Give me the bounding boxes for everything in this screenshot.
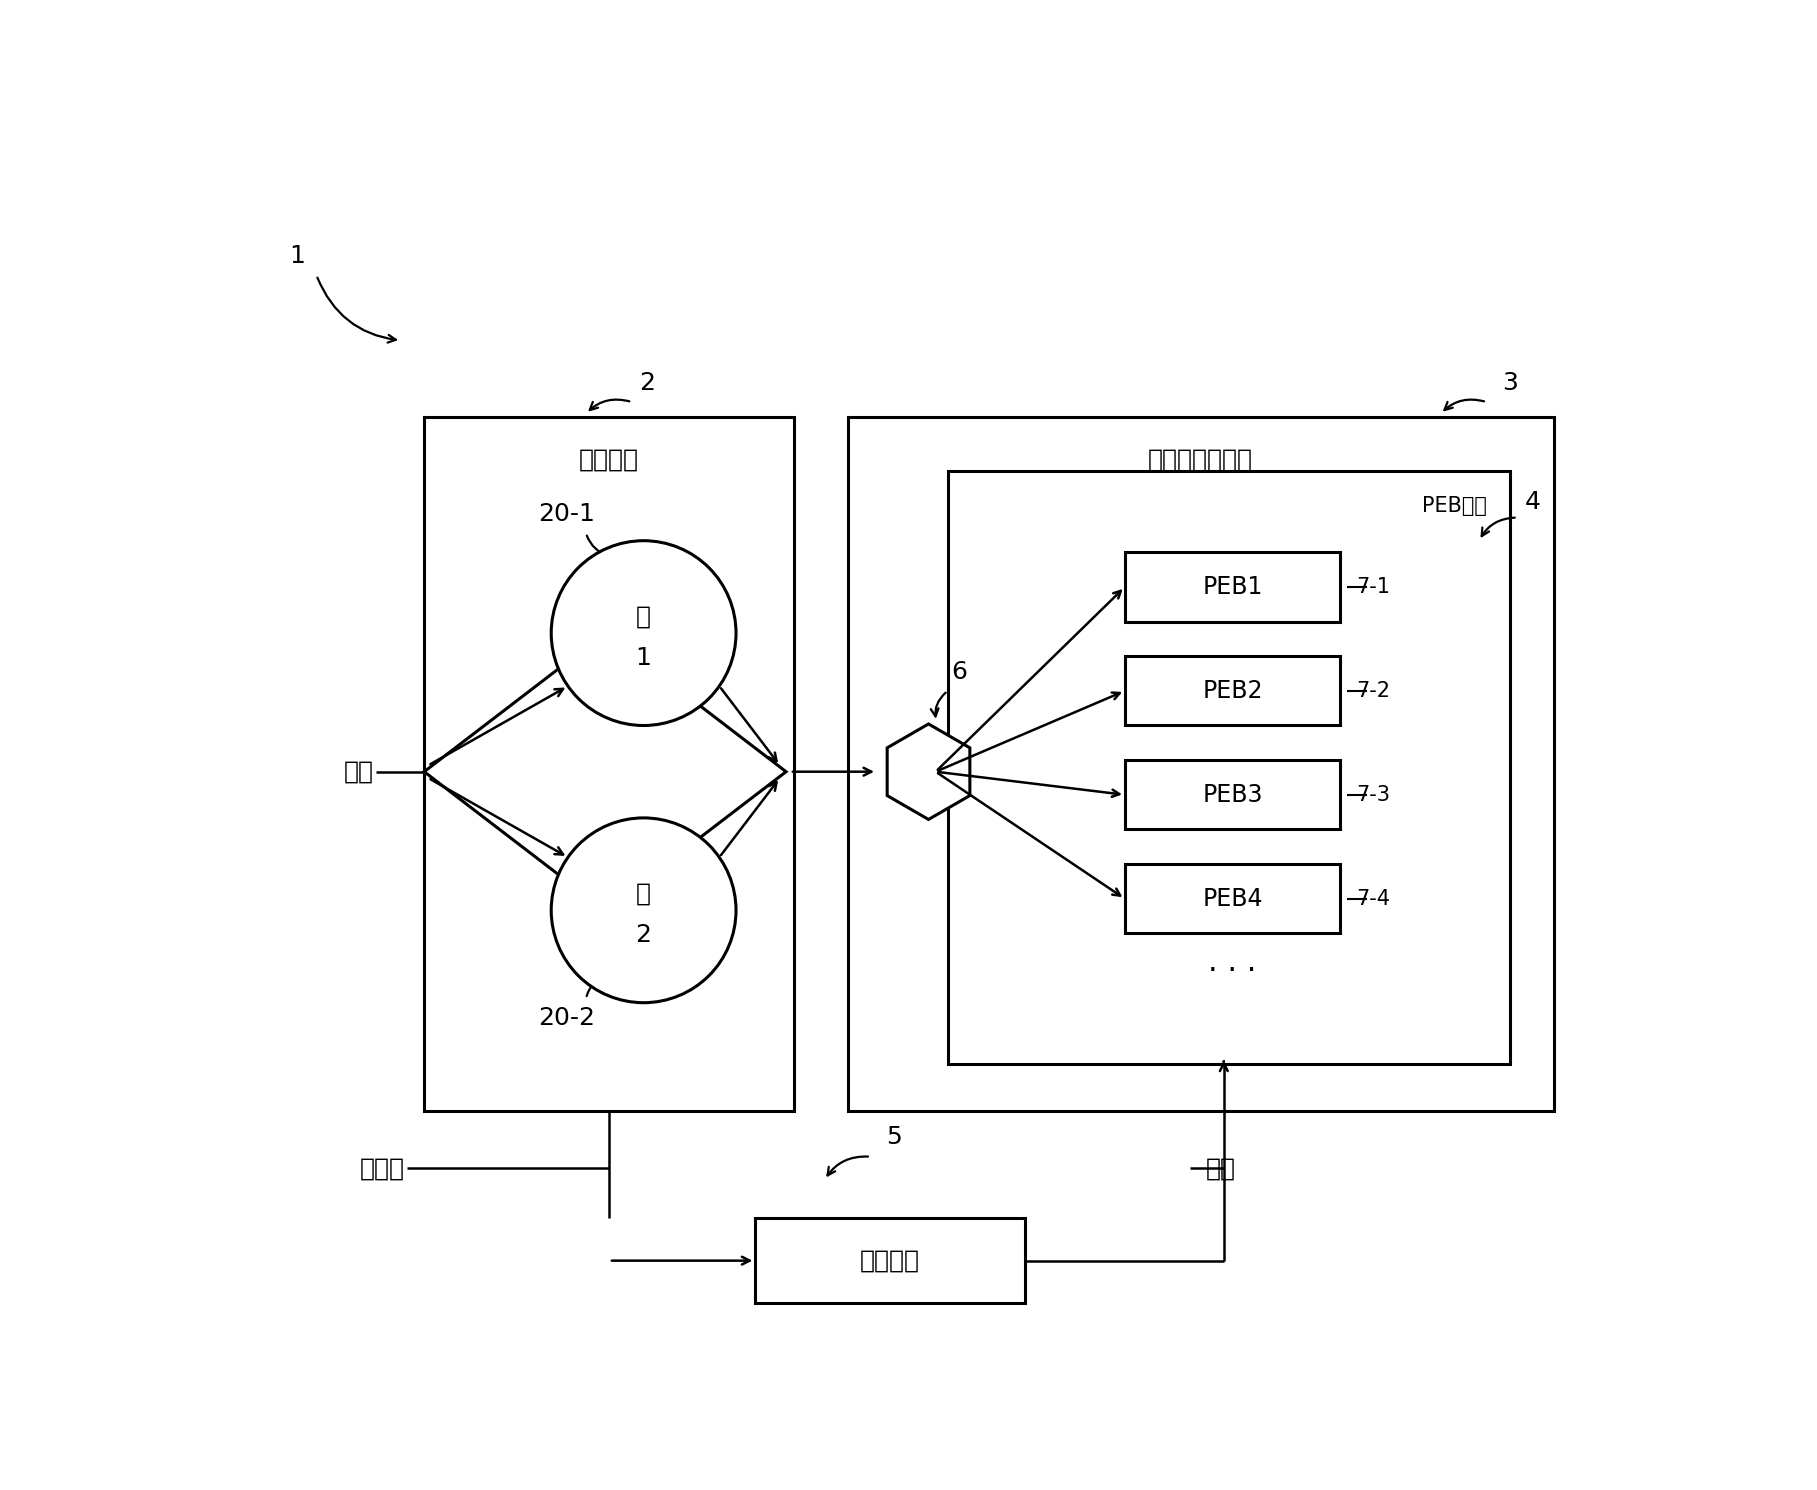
Text: 2: 2 (640, 371, 656, 395)
Text: 7-4: 7-4 (1355, 888, 1390, 909)
Text: 控制单元: 控制单元 (859, 1249, 919, 1272)
Text: PEB3: PEB3 (1203, 782, 1263, 806)
Bar (849, 417, 1554, 1110)
Text: 6: 6 (952, 660, 967, 684)
Text: 曝光单元: 曝光单元 (580, 448, 640, 472)
Ellipse shape (551, 541, 736, 726)
Text: 台: 台 (636, 603, 650, 629)
Text: PEB装置: PEB装置 (1423, 496, 1486, 516)
Text: · · ·: · · · (1208, 958, 1257, 986)
Text: 晶片: 晶片 (343, 760, 374, 784)
Text: 1: 1 (636, 645, 652, 669)
Text: 7-2: 7-2 (1355, 681, 1390, 700)
Text: 台: 台 (636, 882, 650, 906)
Bar (423, 417, 794, 1110)
Text: 20-1: 20-1 (538, 502, 594, 526)
Text: 7-3: 7-3 (1355, 785, 1390, 805)
Text: 4: 4 (1524, 490, 1541, 514)
Bar (948, 471, 1510, 1064)
Bar (1125, 656, 1341, 726)
Text: 1: 1 (289, 244, 305, 268)
Text: 2: 2 (636, 922, 652, 948)
Text: 台信息: 台信息 (360, 1156, 405, 1180)
Bar (756, 1219, 1025, 1302)
Text: PEB2: PEB2 (1203, 679, 1263, 703)
Bar (1125, 864, 1341, 933)
Text: 涂敷与显影单元: 涂敷与显影单元 (1148, 448, 1254, 472)
Text: 3: 3 (1503, 371, 1517, 395)
Text: 20-2: 20-2 (538, 1006, 596, 1030)
Bar (1125, 553, 1341, 621)
Ellipse shape (551, 818, 736, 1003)
Text: PEB4: PEB4 (1203, 887, 1263, 910)
Polygon shape (887, 724, 970, 820)
Text: 控制: 控制 (1206, 1156, 1236, 1180)
Bar (1125, 760, 1341, 830)
Text: 7-1: 7-1 (1355, 577, 1390, 597)
Text: PEB1: PEB1 (1203, 575, 1263, 599)
Text: 5: 5 (887, 1125, 901, 1149)
